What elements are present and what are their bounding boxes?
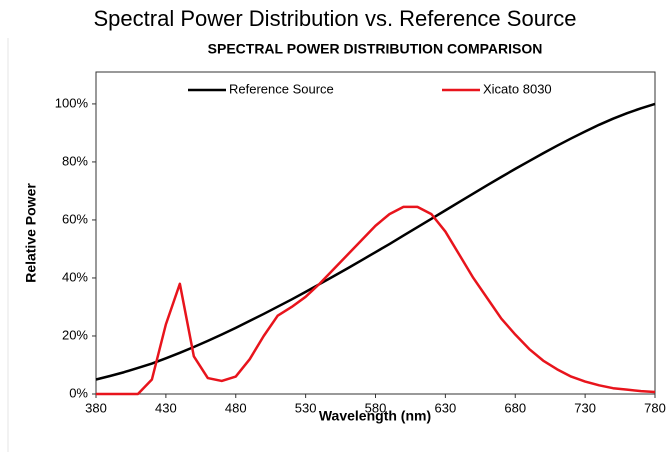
x-tick-label: 530 bbox=[295, 400, 317, 415]
plot-frame bbox=[95, 71, 656, 395]
y-tick-label: 100% bbox=[55, 95, 89, 110]
x-tick-label: 480 bbox=[225, 400, 247, 415]
x-tick-label: 380 bbox=[85, 400, 107, 415]
y-tick-label: 40% bbox=[62, 269, 88, 284]
x-tick-label: 780 bbox=[644, 400, 666, 415]
x-tick-label: 730 bbox=[574, 400, 596, 415]
legend-label: Xicato 8030 bbox=[483, 81, 552, 96]
chart-title: SPECTRAL POWER DISTRIBUTION COMPARISON bbox=[208, 41, 543, 57]
y-axis-label: Relative Power bbox=[23, 183, 39, 283]
page-title: Spectral Power Distribution vs. Referenc… bbox=[94, 6, 577, 31]
legend-label: Reference Source bbox=[229, 81, 334, 96]
y-tick-label: 0% bbox=[69, 385, 88, 400]
x-tick-label: 630 bbox=[435, 400, 457, 415]
line-series bbox=[96, 205, 656, 396]
y-tick-label: 60% bbox=[62, 211, 88, 226]
x-axis-label: Wavelength (nm) bbox=[319, 408, 431, 424]
y-tick-label: 20% bbox=[62, 327, 88, 342]
line-series bbox=[95, 102, 656, 381]
x-tick-label: 430 bbox=[155, 400, 177, 415]
x-tick-label: 580 bbox=[365, 400, 387, 415]
y-tick-label: 80% bbox=[62, 153, 88, 168]
x-tick-label: 680 bbox=[504, 400, 526, 415]
